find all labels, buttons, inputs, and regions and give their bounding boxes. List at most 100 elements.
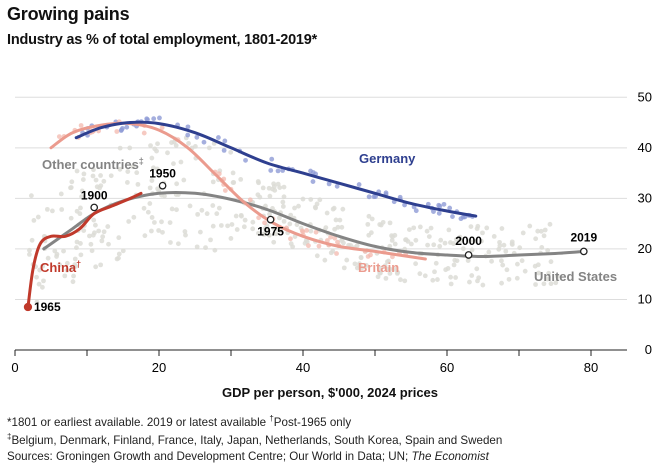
scatter-point: [469, 273, 475, 278]
scatter-point: [100, 234, 106, 240]
scatter-point: [413, 261, 419, 267]
scatter-point-germany: [310, 179, 316, 184]
scatter-point: [70, 265, 76, 271]
scatter-point: [74, 168, 80, 174]
scatter-point: [378, 270, 383, 276]
scatter-point-britain: [141, 130, 147, 136]
scatter-point-germany: [437, 203, 443, 209]
scatter-point: [250, 226, 256, 232]
scatter-point: [287, 221, 293, 227]
annotation-label: 1975: [257, 225, 284, 239]
scatter-point: [93, 177, 99, 183]
scatter-point: [520, 230, 526, 236]
scatter-point: [97, 185, 103, 191]
scatter-point: [40, 284, 45, 290]
footnote-1-mark: †: [269, 414, 274, 423]
scatter-point: [375, 274, 381, 280]
scatter-point: [36, 281, 42, 287]
scatter-point: [280, 199, 286, 205]
scatter-point: [91, 217, 97, 223]
scatter-point: [538, 228, 544, 234]
scatter-point: [148, 143, 153, 149]
annotation-point: [90, 203, 99, 212]
scatter-point: [78, 241, 83, 246]
scatter-point: [167, 220, 173, 225]
scatter-point-britain: [78, 123, 84, 128]
scatter-point: [448, 274, 454, 280]
scatter-point: [368, 230, 374, 236]
scatter-point: [40, 263, 45, 269]
scatter-point: [87, 233, 92, 239]
scatter-point-germany: [425, 201, 431, 207]
scatter-point-germany: [441, 201, 447, 207]
scatter-point: [281, 194, 287, 200]
scatter-point: [203, 245, 208, 251]
scatter-point: [331, 205, 337, 211]
scatter-point: [151, 165, 156, 171]
scatter-point: [192, 143, 198, 149]
scatter-point: [64, 260, 70, 266]
scatter-point: [225, 223, 231, 229]
scatter-point: [280, 204, 286, 209]
scatter-point: [389, 233, 394, 239]
scatter-point: [504, 267, 510, 273]
scatter-point: [78, 252, 84, 258]
scatter-point: [341, 265, 347, 271]
scatter-point: [438, 237, 444, 243]
scatter-point: [491, 233, 497, 239]
scatter-point: [175, 241, 181, 247]
scatter-point: [72, 256, 78, 262]
scatter-point: [120, 248, 126, 254]
scatter-point: [187, 203, 193, 209]
scatter-point: [91, 167, 96, 173]
scatter-point: [31, 218, 37, 223]
scatter-point: [517, 245, 523, 251]
scatter-point: [548, 259, 554, 265]
scatter-point: [262, 231, 267, 237]
scatter-point: [34, 299, 40, 305]
scatter-point: [337, 217, 343, 223]
scatter-point-germany: [185, 132, 191, 138]
scatter-point: [255, 192, 261, 198]
scatter-point-britain: [306, 243, 311, 249]
footnote-1: *1801 or earliest available. 2019 or lat…: [7, 414, 351, 429]
scatter-point-britain: [334, 251, 339, 256]
scatter-point-britain: [288, 236, 293, 242]
scatter-point: [465, 258, 471, 263]
scatter-point: [101, 178, 107, 184]
scatter-point: [541, 281, 547, 287]
scatter-point-germany: [243, 157, 248, 163]
scatter-point: [475, 278, 480, 284]
scatter-point-britain: [222, 188, 228, 193]
scatter-point: [168, 240, 173, 245]
scatter-point: [149, 178, 155, 183]
scatter-point: [432, 269, 437, 275]
scatter-point-britain: [304, 228, 310, 233]
scatter-point: [365, 221, 371, 227]
scatter-point-germany: [366, 194, 372, 200]
scatter-point: [228, 149, 234, 155]
scatter-point: [79, 188, 85, 194]
scatter-point: [417, 271, 423, 277]
y-tick-label: 10: [638, 291, 652, 306]
scatter-point: [262, 226, 268, 231]
scatter-point: [442, 240, 448, 246]
scatter-point: [405, 238, 411, 244]
scatter-point: [29, 237, 35, 243]
x-tick-label: 40: [296, 360, 310, 375]
scatter-point: [424, 228, 430, 234]
scatter-point: [228, 236, 234, 241]
scatter-point: [208, 237, 213, 243]
scatter-point: [98, 262, 104, 268]
scatter-point: [484, 225, 490, 231]
scatter-point: [430, 277, 436, 283]
scatter-point: [333, 217, 339, 223]
scatter-point: [267, 193, 273, 199]
scatter-point: [322, 257, 328, 263]
scatter-point: [382, 263, 388, 269]
scatter-point-britain: [256, 215, 262, 221]
scatter-point: [369, 216, 375, 222]
scatter-point: [154, 166, 160, 172]
scatter-point: [106, 241, 111, 247]
scatter-point: [387, 271, 393, 276]
